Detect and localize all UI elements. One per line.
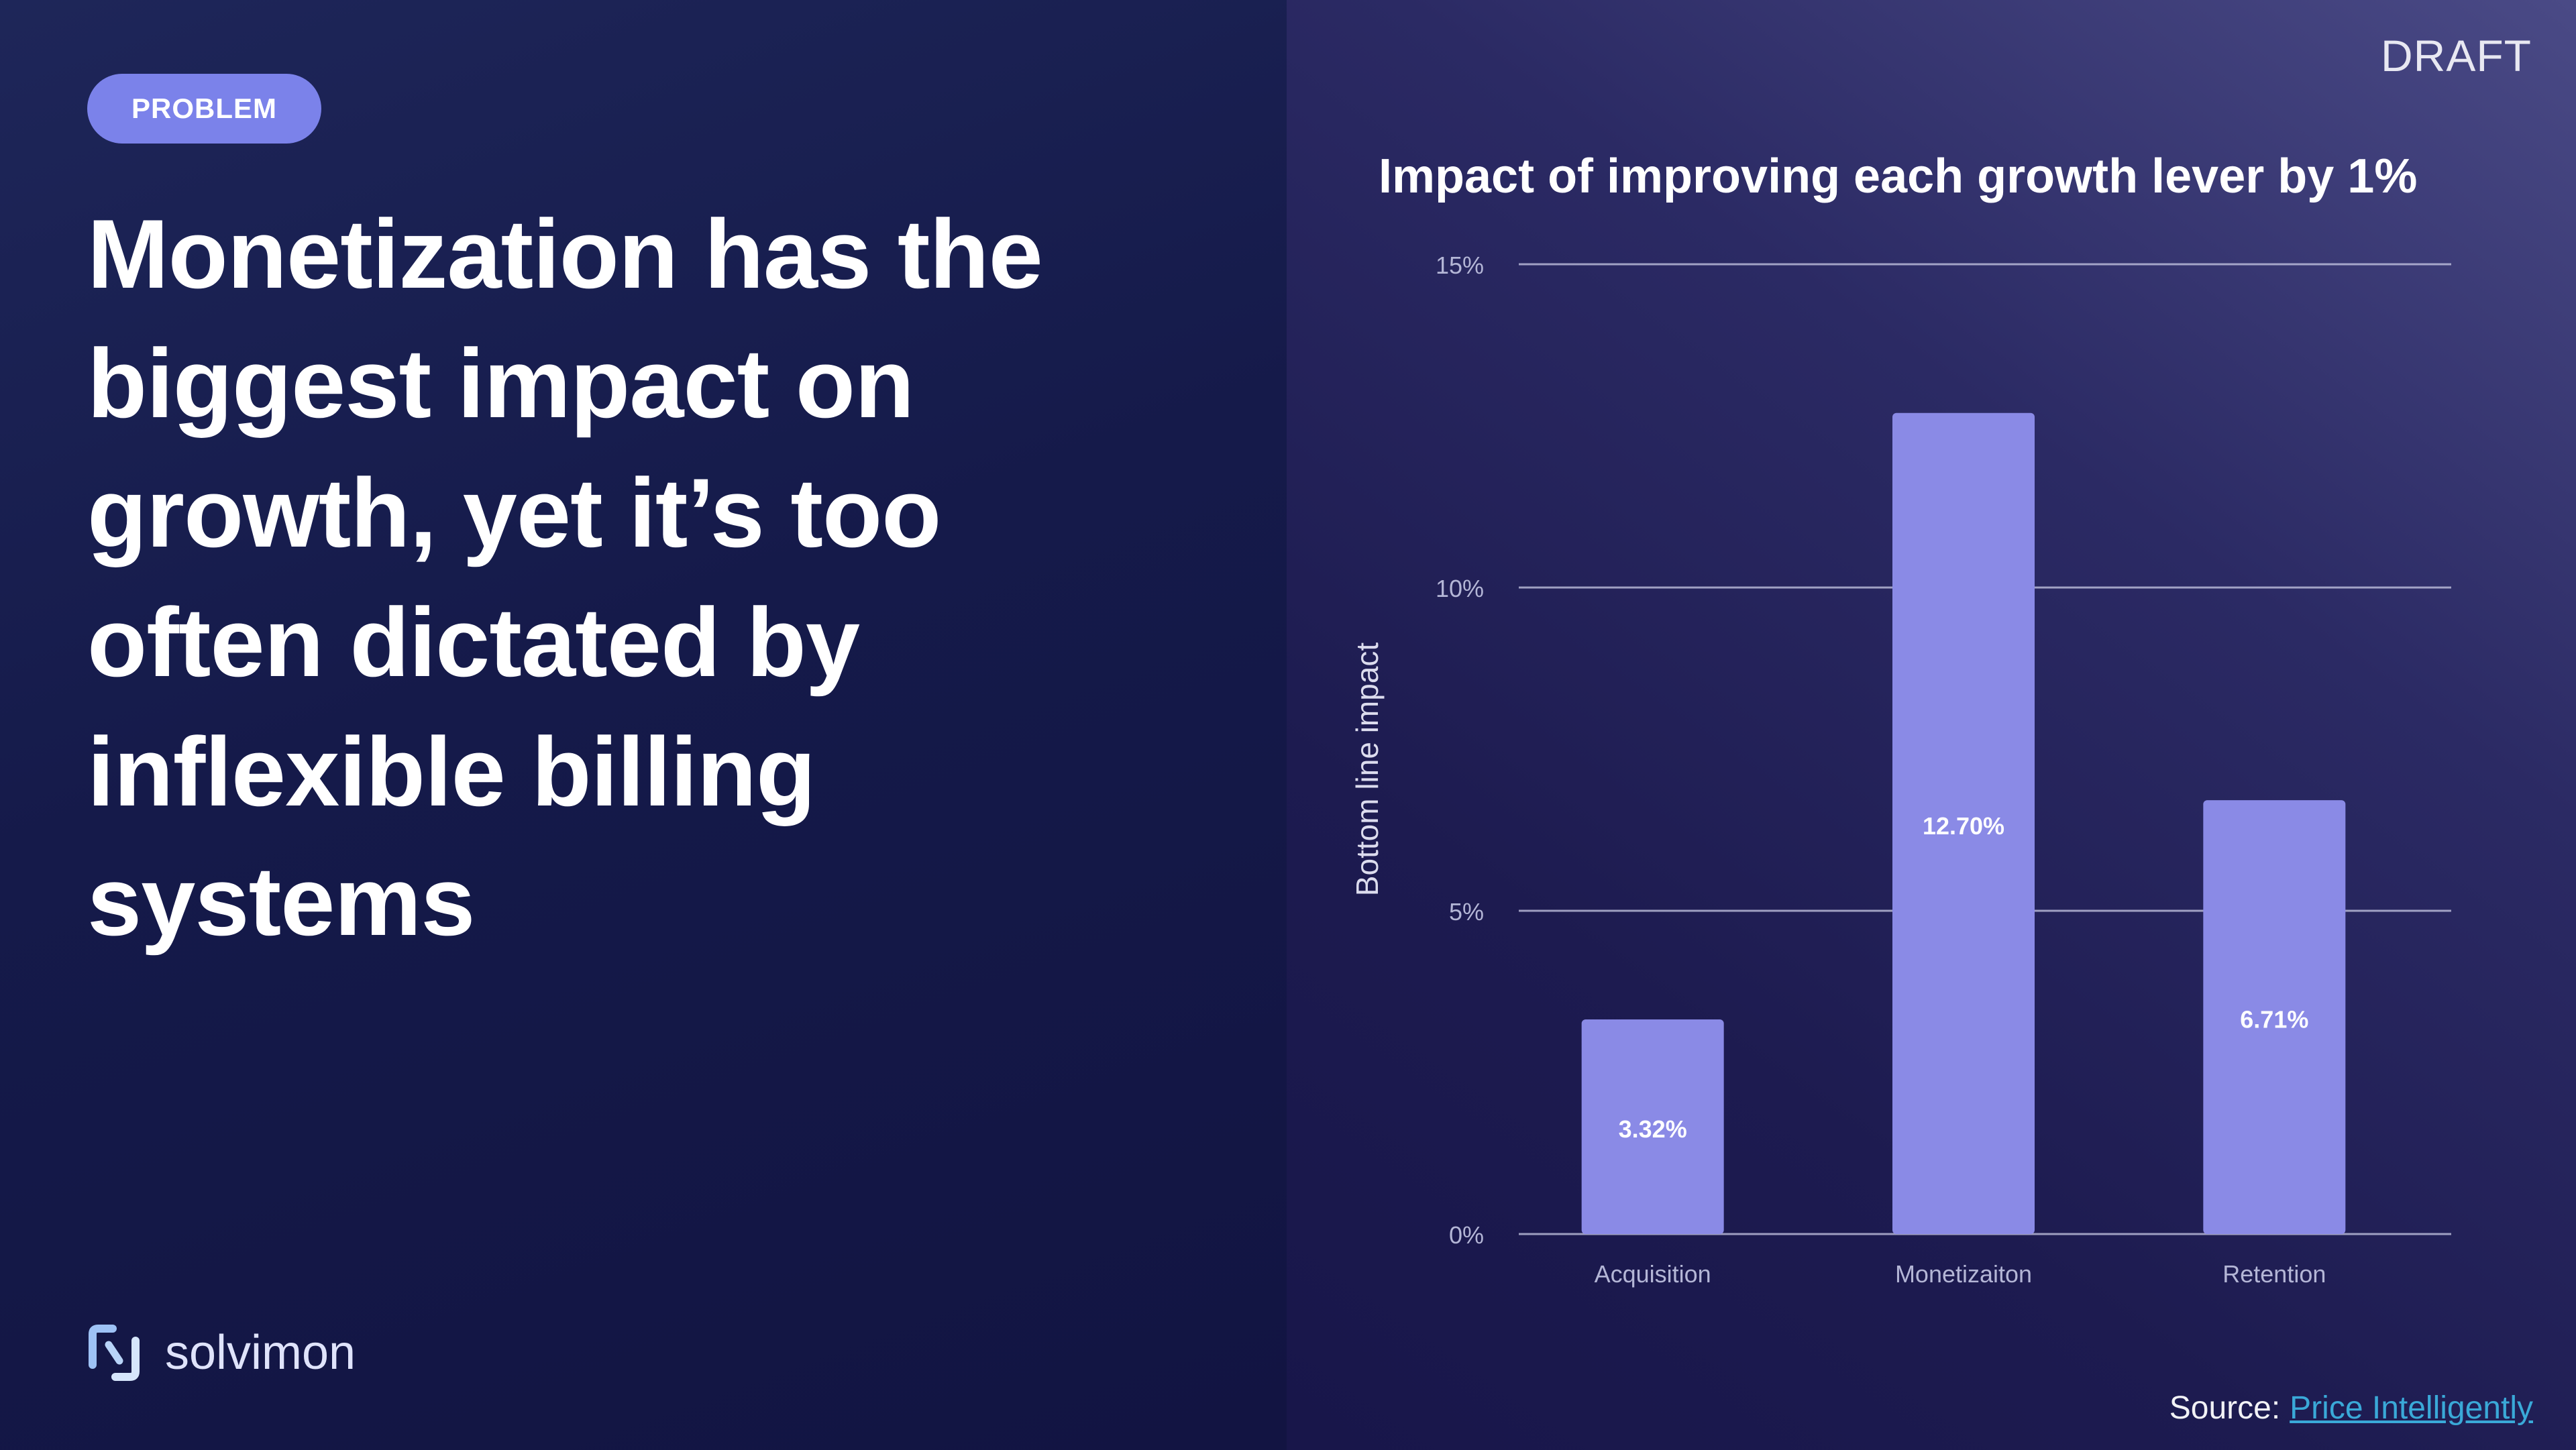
y-tick-label: 10% xyxy=(1436,575,1484,602)
solvimon-logo-icon xyxy=(89,1325,140,1381)
brand: solvimon xyxy=(86,1325,356,1381)
draft-label: DRAFT xyxy=(2381,31,2532,80)
x-tick-label: Monetizaiton xyxy=(1895,1260,2032,1288)
y-tick-label: 0% xyxy=(1449,1221,1484,1249)
left-panel: PROBLEM Monetization has the biggest imp… xyxy=(0,0,1287,1450)
y-axis-label: Bottom line impact xyxy=(1350,643,1385,897)
x-tick-label: Acquisition xyxy=(1595,1260,1711,1288)
bar-data-label: 12.70% xyxy=(1923,812,2004,840)
bar xyxy=(1581,1019,1724,1234)
bar-data-label: 6.71% xyxy=(2240,1006,2308,1034)
source-link[interactable]: Price Intelligently xyxy=(2290,1390,2533,1426)
chart-title: Impact of improving each growth lever by… xyxy=(1379,150,2418,203)
bar-data-label: 3.32% xyxy=(1619,1115,1687,1143)
problem-badge: PROBLEM xyxy=(87,74,321,144)
brand-name: solvimon xyxy=(165,1326,356,1380)
headline: Monetization has the biggest impact on g… xyxy=(87,199,1043,956)
x-tick-label: Retention xyxy=(2222,1260,2326,1288)
source-prefix: Source: xyxy=(2169,1390,2281,1426)
y-tick-label: 15% xyxy=(1436,252,1484,279)
bar xyxy=(2203,800,2346,1234)
bar xyxy=(1892,412,2035,1234)
y-tick-label: 5% xyxy=(1449,898,1484,926)
source-line: Source: Price Intelligently xyxy=(2169,1390,2533,1427)
bar-chart: 0% 5% 10% 15% Bottom line impact 3.32% Acquisi… xyxy=(1350,252,2451,1288)
